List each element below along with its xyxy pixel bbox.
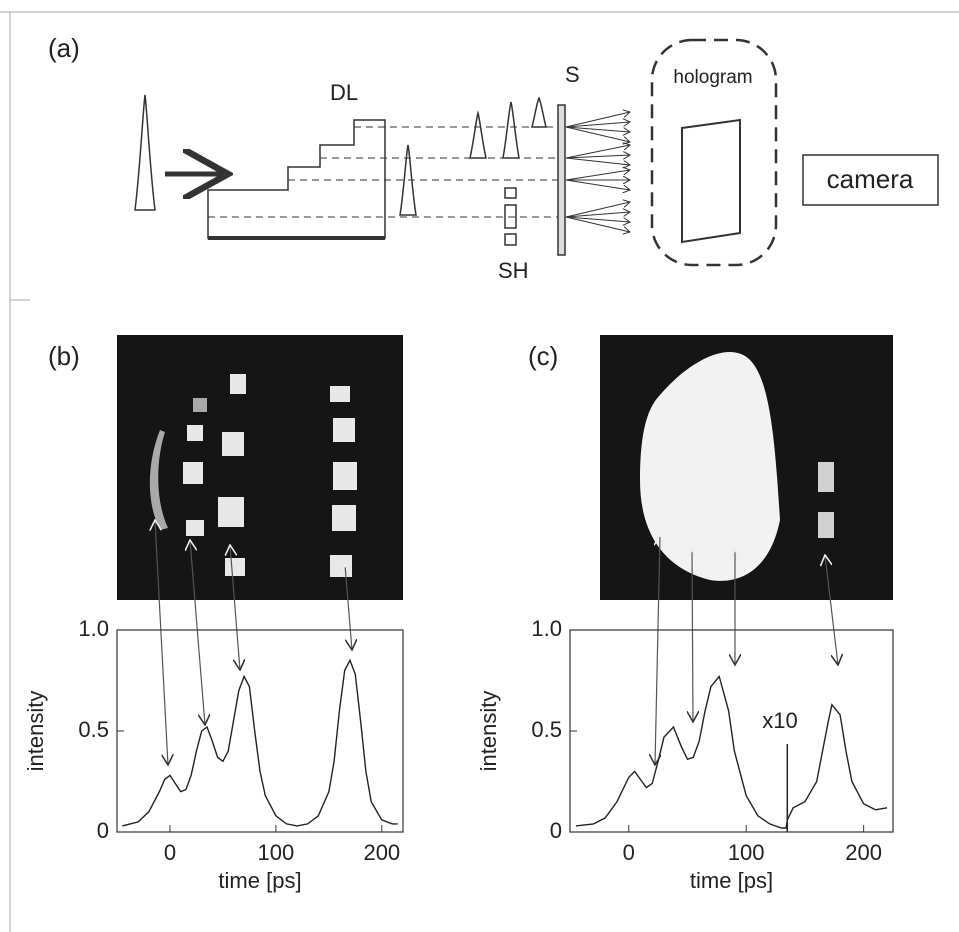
shutter-label: SH bbox=[498, 258, 529, 283]
data-line bbox=[122, 658, 398, 827]
screen-label: S bbox=[565, 62, 580, 87]
y-axis-label: intensity bbox=[23, 691, 48, 772]
panel-label: (c) bbox=[528, 341, 558, 371]
camera-label: camera bbox=[827, 164, 914, 194]
x-tick-label: 100 bbox=[258, 840, 295, 865]
arrows bbox=[155, 520, 838, 765]
y-tick-label: 0.5 bbox=[78, 717, 109, 742]
panel-label: (b) bbox=[48, 341, 80, 371]
y-tick-label: 0 bbox=[97, 818, 109, 843]
frame bbox=[0, 11, 959, 932]
x-tick-label: 200 bbox=[363, 840, 400, 865]
y-tick-label: 1.0 bbox=[78, 616, 109, 641]
y-tick-label: 0.5 bbox=[531, 717, 562, 742]
panel-label: (a) bbox=[48, 33, 80, 63]
schematic bbox=[134, 38, 939, 267]
x-tick-label: 100 bbox=[728, 840, 765, 865]
data-line bbox=[575, 675, 888, 829]
y-axis-label: intensity bbox=[476, 691, 501, 772]
annotation: x10 bbox=[762, 708, 797, 733]
y-tick-label: 1.0 bbox=[531, 616, 562, 641]
plot-frame bbox=[116, 629, 404, 833]
x-axis-label: time [ps] bbox=[218, 868, 301, 893]
photo bbox=[117, 335, 893, 600]
delay-line-label: DL bbox=[330, 80, 358, 105]
x-axis-label: time [ps] bbox=[690, 868, 773, 893]
x-tick-label: 0 bbox=[164, 840, 176, 865]
x-tick-label: 0 bbox=[623, 840, 635, 865]
hologram-label: hologram bbox=[673, 67, 752, 88]
y-tick-label: 0 bbox=[550, 818, 562, 843]
x-tick-label: 200 bbox=[845, 840, 882, 865]
